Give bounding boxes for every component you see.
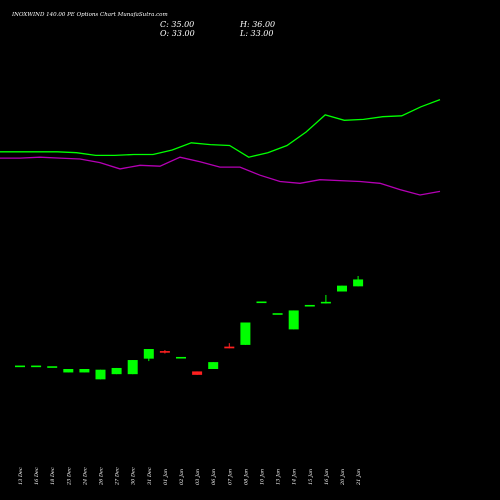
candle-body xyxy=(15,365,25,368)
candle-body xyxy=(224,346,235,349)
x-tick-label: 15 Jan xyxy=(308,469,314,485)
candle xyxy=(176,356,186,359)
x-tick-label: 06 Jan xyxy=(211,469,217,485)
candle-body xyxy=(208,362,219,369)
candle-body xyxy=(111,367,122,375)
candle-body xyxy=(95,369,106,380)
close-value: C: 35.00 xyxy=(160,20,195,29)
candle xyxy=(208,362,219,369)
x-tick-label: 02 Jan xyxy=(179,469,185,485)
candle-body xyxy=(176,356,186,359)
x-tick-label: 18 Dec xyxy=(50,467,56,485)
x-tick-label: 14 Jan xyxy=(292,469,298,485)
x-tick-label: 16 Dec xyxy=(34,467,40,485)
x-tick-label: 13 Dec xyxy=(18,467,24,485)
candle xyxy=(63,369,74,373)
candle-body xyxy=(240,322,251,345)
candle-body xyxy=(288,310,299,330)
x-tick-label: 01 Jan xyxy=(163,469,169,485)
open-value: O: 33.00 xyxy=(160,29,195,38)
x-tick-label: 07 Jan xyxy=(227,469,233,485)
candle xyxy=(143,349,154,362)
candle xyxy=(31,365,42,368)
chart-title: INOXWIND 140.00 PE Options Chart MunafaS… xyxy=(12,12,168,18)
candle-body xyxy=(304,304,315,307)
upper-line xyxy=(0,98,441,158)
candle-body xyxy=(127,360,138,375)
x-axis-ticks: 13 Dec 16 Dec 18 Dec 23 Dec 24 Dec 26 Dec 27 D… xyxy=(18,467,362,486)
candle-body xyxy=(63,369,74,373)
x-tick-label: 31 Dec xyxy=(147,467,153,485)
x-tick-label: 20 Jan xyxy=(340,469,346,486)
low-value: L: 33.00 xyxy=(240,29,274,38)
candle xyxy=(95,369,106,380)
x-tick-label: 16 Jan xyxy=(324,469,330,485)
high-value: H: 36.00 xyxy=(240,20,276,29)
x-tick-label: 03 Jan xyxy=(195,469,201,485)
candle xyxy=(337,285,347,292)
candle xyxy=(320,294,331,304)
x-tick-label: 13 Jan xyxy=(276,469,282,485)
candle-body xyxy=(143,349,154,359)
candle xyxy=(353,276,364,287)
candle xyxy=(111,367,122,375)
candle xyxy=(127,360,138,375)
candle-body xyxy=(337,285,347,292)
x-tick-label: 21 Jan xyxy=(356,469,362,486)
x-tick-label: 23 Dec xyxy=(66,467,72,486)
candle-body xyxy=(256,301,267,304)
x-tick-label: 30 Dec xyxy=(131,467,137,485)
x-tick-label: 24 Dec xyxy=(82,467,88,486)
candle-body xyxy=(47,366,58,368)
x-tick-label: 27 Dec xyxy=(115,467,121,486)
x-tick-label: 08 Jan xyxy=(243,469,249,485)
x-tick-label: 10 Jan xyxy=(260,469,266,485)
candle xyxy=(272,313,283,315)
candle-body xyxy=(272,313,283,315)
lower-line xyxy=(0,156,441,196)
x-tick-label: 26 Dec xyxy=(99,467,105,486)
indicator-lines xyxy=(0,98,441,196)
candle xyxy=(304,304,315,307)
candle xyxy=(15,365,25,368)
candle xyxy=(79,369,90,373)
candle-body xyxy=(353,279,364,287)
candle-body xyxy=(320,301,331,304)
candle-body xyxy=(79,369,90,373)
candle-body xyxy=(159,351,170,353)
candle xyxy=(256,301,267,304)
candle xyxy=(159,350,170,354)
candle xyxy=(47,366,58,368)
candle xyxy=(240,322,251,345)
candle xyxy=(288,310,299,330)
candle xyxy=(192,371,203,375)
candle-body xyxy=(31,365,42,368)
candle xyxy=(224,343,235,349)
candle-body xyxy=(192,371,203,375)
candles xyxy=(15,276,364,380)
